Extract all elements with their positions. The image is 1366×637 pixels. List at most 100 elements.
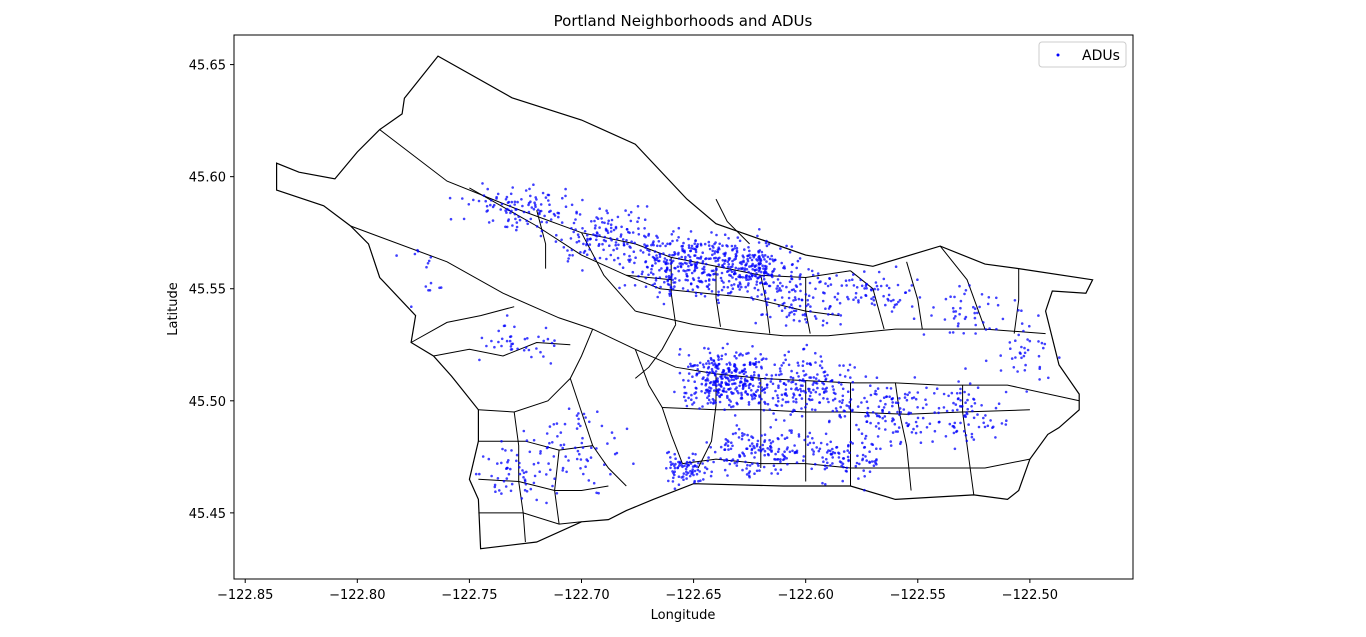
adu-point — [530, 355, 533, 359]
adu-point — [718, 247, 721, 251]
adu-point — [770, 273, 773, 277]
adu-point — [764, 297, 767, 301]
adu-point — [725, 458, 728, 461]
adu-point — [673, 452, 676, 456]
adu-point — [636, 220, 639, 223]
adu-point — [729, 363, 732, 366]
adu-point — [609, 472, 612, 476]
adu-point — [826, 373, 829, 377]
adu-point — [674, 277, 677, 280]
adu-point — [801, 360, 805, 363]
adu-point — [774, 468, 777, 471]
adu-point — [816, 386, 819, 390]
adu-point — [537, 461, 540, 465]
adu-point — [582, 412, 586, 416]
adu-point — [821, 299, 825, 303]
adu-point — [777, 289, 781, 292]
adu-point — [754, 321, 757, 325]
adu-point — [510, 209, 513, 213]
adu-point — [794, 397, 798, 401]
adu-point — [595, 447, 598, 450]
adu-point — [824, 378, 827, 382]
adu-point — [813, 462, 817, 466]
adu-point — [682, 378, 685, 382]
adu-point — [561, 446, 564, 450]
adu-point — [932, 306, 935, 309]
adu-point — [582, 242, 585, 246]
adu-point — [655, 254, 658, 257]
adu-point — [1037, 314, 1040, 317]
adu-point — [861, 441, 864, 445]
adu-point — [922, 333, 926, 336]
adu-point — [751, 298, 755, 301]
adu-point — [747, 246, 750, 249]
adu-point — [761, 253, 764, 257]
adu-point — [774, 389, 777, 393]
adu-point — [438, 286, 441, 290]
adu-point — [835, 446, 838, 449]
adu-point — [504, 485, 508, 488]
adu-point — [671, 480, 675, 483]
adu-point — [862, 446, 866, 449]
adu-point — [811, 448, 814, 451]
adu-point — [831, 312, 834, 316]
adu-point — [728, 374, 732, 378]
adu-point — [576, 449, 580, 453]
adu-point — [737, 427, 741, 431]
adu-point — [725, 372, 728, 375]
adu-point — [824, 483, 827, 486]
adu-point — [736, 376, 740, 380]
x-tick-label: −122.50 — [1002, 588, 1058, 603]
adu-point — [637, 274, 640, 278]
adu-point — [579, 424, 582, 428]
adu-point — [693, 268, 697, 272]
adu-point — [806, 443, 810, 447]
adu-point — [840, 401, 844, 405]
adu-point — [1020, 309, 1023, 313]
adu-point — [916, 406, 919, 409]
adu-point — [621, 266, 625, 270]
adu-point — [786, 400, 790, 404]
adu-point — [712, 256, 716, 260]
adu-point — [989, 419, 992, 422]
adu-point — [722, 370, 725, 374]
adu-point — [684, 278, 687, 282]
adu-point — [560, 238, 563, 242]
adu-point — [860, 284, 864, 288]
adu-point — [933, 429, 937, 433]
adu-point — [790, 303, 793, 307]
adu-point — [716, 250, 720, 254]
adu-point — [790, 431, 793, 435]
adu-point — [914, 397, 918, 401]
adu-point — [730, 284, 733, 287]
neighborhood-boundary — [715, 198, 750, 245]
adu-point — [762, 465, 766, 469]
adu-point — [804, 314, 807, 317]
adu-point — [733, 414, 737, 417]
adu-point — [697, 276, 700, 280]
adu-point — [726, 245, 729, 248]
adu-point — [623, 252, 626, 256]
adu-point — [956, 397, 960, 401]
adu-point — [671, 278, 674, 282]
adu-point — [757, 374, 761, 378]
adu-point — [761, 313, 764, 316]
adu-point — [510, 449, 513, 452]
adu-point — [520, 198, 523, 201]
adu-point — [748, 363, 752, 366]
adu-point — [677, 475, 681, 479]
adu-point — [757, 276, 760, 280]
adu-point — [1014, 356, 1017, 359]
adu-point — [652, 272, 655, 276]
adu-point — [776, 278, 780, 281]
adu-point — [555, 233, 558, 237]
adu-point — [823, 370, 827, 374]
adu-point — [667, 479, 670, 483]
adu-point — [776, 472, 780, 475]
adu-point — [600, 217, 603, 220]
adu-point — [783, 419, 786, 422]
adu-point — [622, 241, 626, 245]
adu-point — [761, 264, 764, 268]
adu-point — [474, 472, 478, 476]
adu-point — [1038, 378, 1041, 381]
